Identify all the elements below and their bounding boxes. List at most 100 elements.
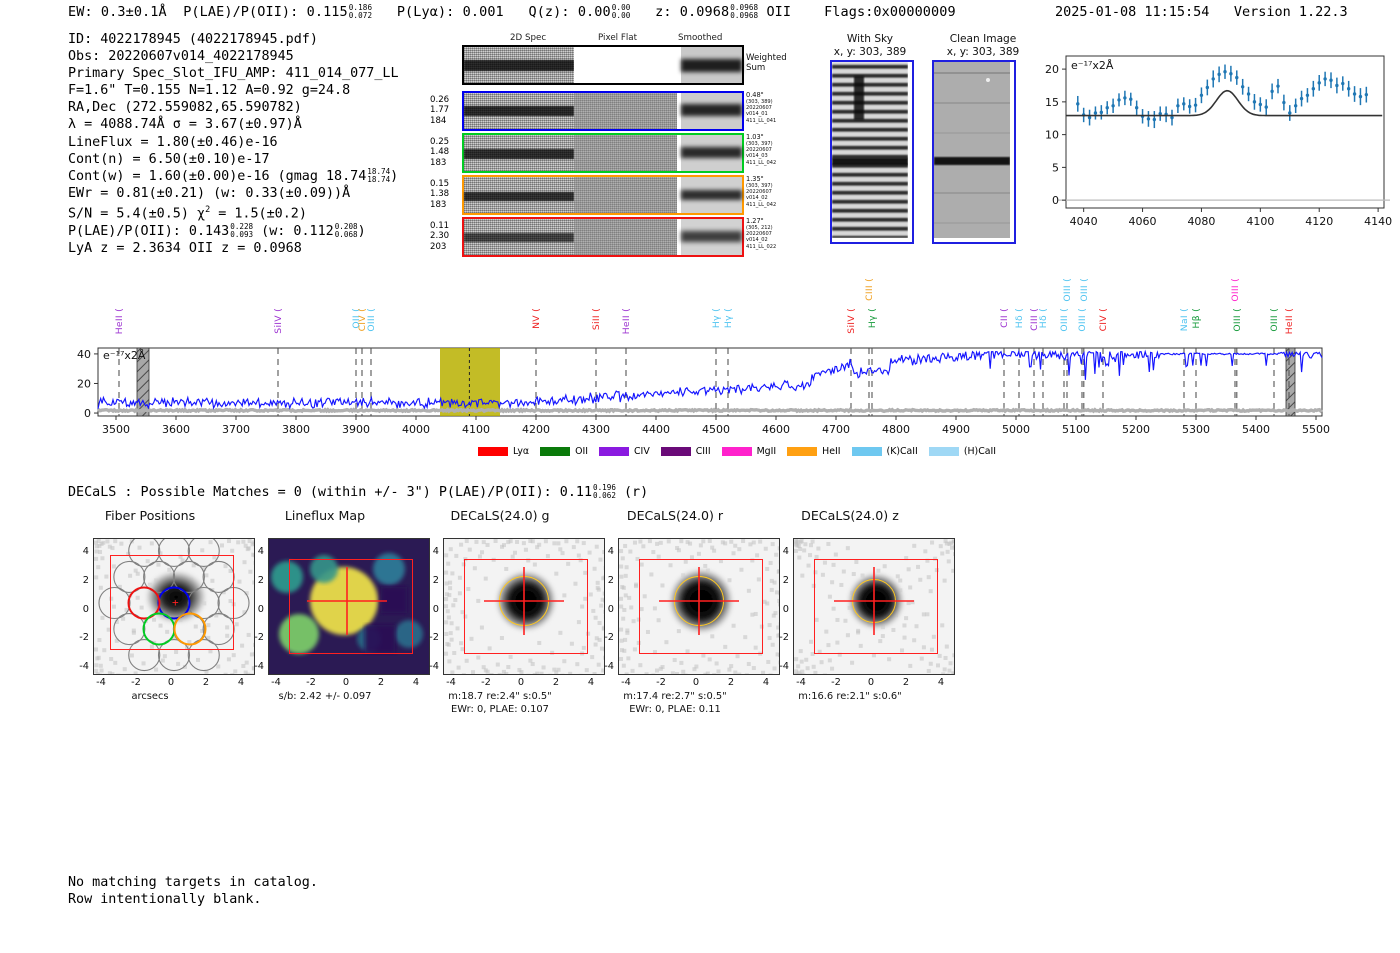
caption-3-1: EWr: 0, PLAE: 0.11 (629, 704, 721, 715)
red-aperture-box-4 (814, 559, 938, 654)
col-header-2d-spec: 2D Spec (510, 33, 547, 43)
svg-text:3800: 3800 (282, 423, 310, 436)
ytick-0-4: -4 (79, 661, 89, 672)
red-aperture-box-0 (110, 555, 234, 650)
red-aperture-box-3 (639, 559, 763, 654)
fiber1-pixelflat (574, 93, 677, 129)
red-crosshair-3 (659, 567, 739, 635)
fiber3-pixelflat (574, 177, 677, 213)
info-gmag-errors: 18.74 18.74 (367, 166, 391, 184)
fiber-circle-overlay (98, 539, 250, 672)
legend-label: CIII (695, 446, 711, 457)
header-qz-errors: 0.00 0.00 (611, 3, 631, 20)
svg-text:4100: 4100 (462, 423, 490, 436)
svg-text:5500: 5500 (1302, 423, 1330, 436)
row-info-4: 1.27" (305, 212) 20220607 v014_02 411_LL… (746, 217, 777, 250)
caption-3-0: m:17.4 re:2.7" s:0.5" (623, 691, 727, 702)
xtick-3-4: 4 (762, 677, 770, 688)
cutout-title-3: DECaLS(24.0) r (626, 508, 724, 523)
xtick-1-3: 2 (377, 677, 385, 688)
xtick-1-4: 4 (412, 677, 420, 688)
svg-text:40: 40 (77, 348, 91, 361)
legend-label: CIV (634, 446, 650, 457)
svg-text:4300: 4300 (582, 423, 610, 436)
decals-header: DECaLS : Possible Matches = 0 (within +/… (68, 484, 648, 500)
svg-text:4140: 4140 (1364, 215, 1392, 228)
red-crosshair-4 (834, 567, 914, 635)
svg-text:4400: 4400 (642, 423, 670, 436)
header-plae-value: 0.115 (306, 4, 348, 20)
header-ew: EW: 0.3±0.1Å (68, 4, 167, 20)
fiber2-2dspec (464, 135, 574, 171)
svg-text:4200: 4200 (522, 423, 550, 436)
fiber1-smoothed (681, 93, 742, 129)
cutout-title-4: DECaLS(24.0) z (801, 508, 899, 523)
xtick-4-0: -4 (796, 677, 806, 688)
legend-label: (H)CaII (963, 446, 997, 457)
svg-text:0: 0 (1052, 194, 1059, 207)
fiber2-smoothed (681, 135, 742, 171)
with-sky-header: With Sky x, y: 303, 389 (833, 33, 907, 58)
ytick-3-2: 0 (607, 603, 614, 615)
fiber3-gap (677, 177, 681, 213)
cutout-title-0: Fiber Positions (104, 508, 196, 523)
xtick-2-4: 4 (587, 677, 595, 688)
svg-text:4500: 4500 (702, 423, 730, 436)
ytick-1-4: -4 (254, 661, 264, 672)
info-radec: RA,Dec (272.559082,65.590782) (68, 100, 302, 116)
svg-text:e⁻¹⁷x2Å: e⁻¹⁷x2Å (1071, 59, 1114, 72)
ytick-2-3: -2 (429, 632, 439, 644)
header-timestamp-version: 2025-01-08 11:15:54 Version 1.22.3 (1055, 4, 1348, 20)
row-metrics-2: 0.25 1.48 183 (430, 137, 450, 168)
xtick-3-2: 0 (692, 677, 700, 688)
ytick-2-0: 4 (432, 546, 439, 557)
xtick-4-4: 4 (937, 677, 945, 688)
legend-swatch (928, 447, 959, 456)
svg-text:5200: 5200 (1122, 423, 1150, 436)
svg-text:3500: 3500 (102, 423, 130, 436)
xtick-0-0: -4 (96, 677, 106, 688)
legend-label: (K)CaII (886, 446, 918, 457)
xtick-0-2: 0 (167, 677, 175, 688)
svg-text:20: 20 (77, 377, 91, 390)
info-params: F=1.6" T=0.155 N=1.12 A=0.92 g=24.8 (68, 83, 351, 99)
xtick-3-0: -4 (621, 677, 631, 688)
decals-header-band: (r) (623, 484, 649, 500)
xaxis-label-0: arcsecs (131, 691, 169, 702)
row-info-3: 1.35" (303, 397) 20220607 v014_02 411_LL… (746, 175, 777, 208)
ytick-3-4: -4 (604, 661, 614, 672)
ytick-4-1: 2 (782, 574, 789, 586)
xtick-3-3: 2 (727, 677, 735, 688)
svg-text:5400: 5400 (1242, 423, 1270, 436)
svg-text:5: 5 (1052, 161, 1059, 174)
col-header-pixel-flat: Pixel Flat (598, 33, 637, 43)
spec2d-image-pixelflat (574, 47, 677, 83)
spec2d-row-fiber-1 (462, 91, 744, 131)
caption-2-1: EWr: 0, PLAE: 0.107 (451, 704, 549, 715)
xtick-0-3: 2 (202, 677, 210, 688)
xtick-2-1: -2 (481, 677, 491, 688)
svg-text:e⁻¹⁷x2Å: e⁻¹⁷x2Å (103, 349, 146, 362)
ytick-2-1: 2 (432, 574, 439, 586)
caption-1-0: s/b: 2.42 +/- 0.097 (278, 691, 372, 702)
fiber2-gap (677, 135, 681, 171)
ytick-2-2: 0 (432, 603, 439, 615)
clean-image-canvas (934, 62, 1010, 238)
info-cont-w: Cont(w) = 1.60(±0.00)e-16 (gmag 18.74 18.… (68, 166, 399, 184)
legend-swatch (660, 447, 691, 456)
info-plae-w-errors: 0.208 0.068 (334, 221, 358, 239)
clean-image (932, 60, 1016, 244)
fiber4-pixelflat (574, 219, 677, 255)
header-z-errors: 0.0968 0.0968 (730, 3, 759, 20)
legend-swatch (540, 447, 571, 456)
legend-label: OII (575, 446, 589, 457)
header-plae-label: P(LAE)/P(OII): (183, 4, 299, 20)
xtick-2-0: -4 (446, 677, 456, 688)
info-id: ID: 4022178945 (4022178945.pdf) (68, 32, 318, 47)
svg-text:3600: 3600 (162, 423, 190, 436)
ytick-0-0: 4 (82, 546, 89, 557)
cutout-panel-row: Fiber PositionsNE+420-2-4-4-2024arcsecsL… (55, 508, 1055, 738)
